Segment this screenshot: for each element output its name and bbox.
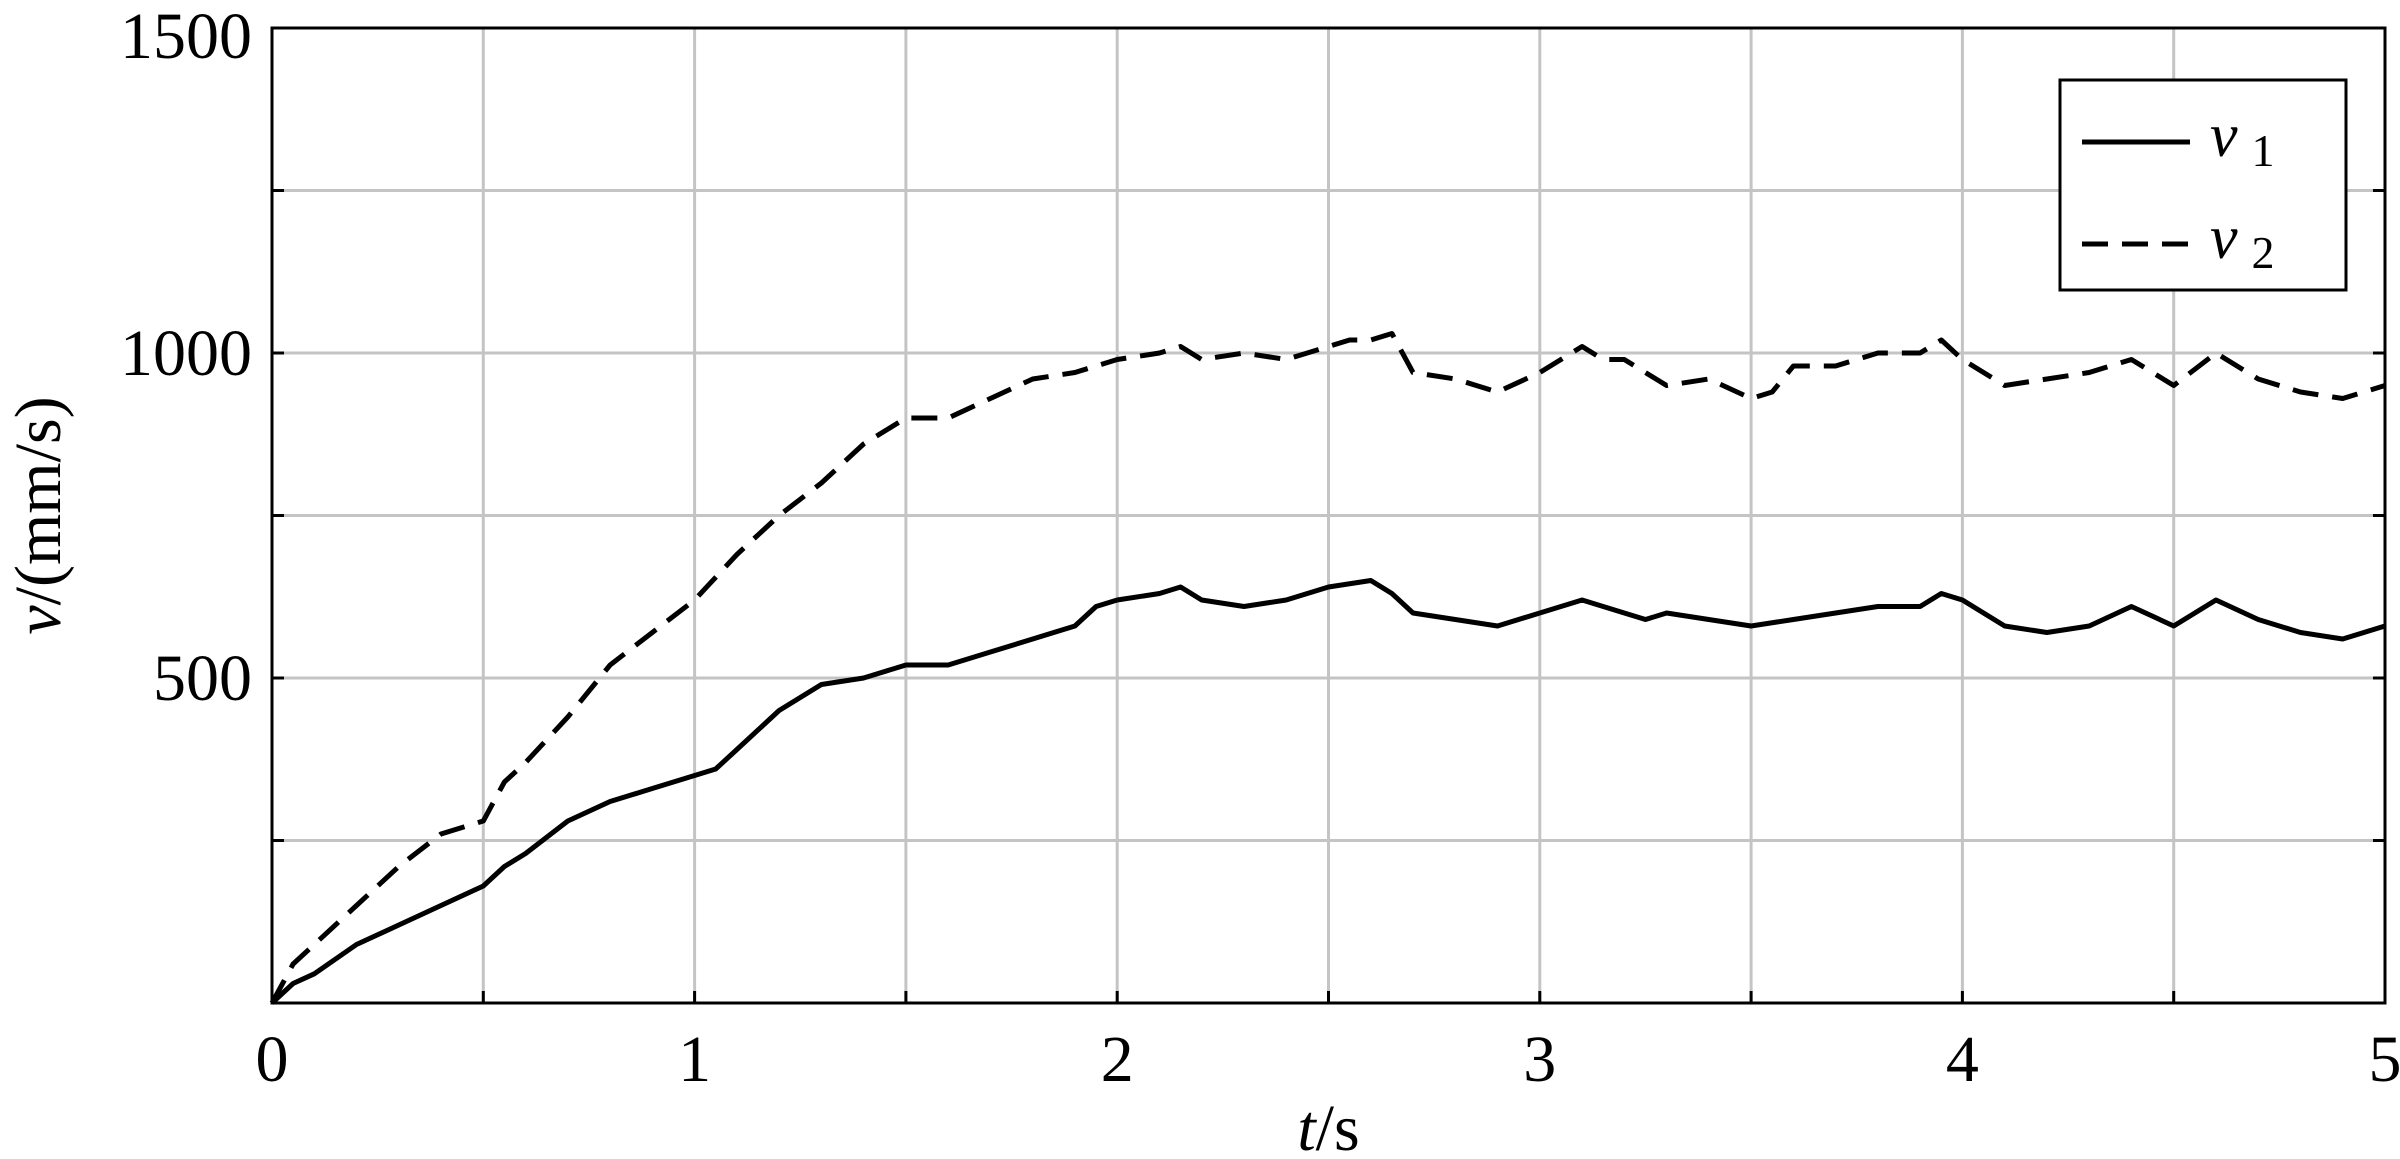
legend-label-v1-name: v [2210,102,2238,170]
grid [272,28,2385,1003]
x-tick-label: 5 [2369,1023,2400,1096]
series-line-v1 [270,578,2386,1005]
x-tick-label: 3 [1523,1023,1556,1096]
x-tick-label: 2 [1101,1023,1134,1096]
x-tick-label: 1 [678,1023,711,1096]
y-axis-label-unit: /(mm/s) [2,396,75,605]
legend-label-v2-name: v [2210,204,2238,272]
y-axis-ticks: 500 1000 1500 [120,0,2385,1005]
series-line-v2 [269,331,2386,1005]
y-tick-label: 1500 [120,0,252,73]
y-axis-label: v/(mm/s) [2,396,75,634]
x-axis-label-unit: /s [1316,1092,1360,1159]
legend-label-v2-subscript: 2 [2252,227,2275,278]
series-lines [269,331,2386,1005]
x-tick-label: 0 [256,1023,289,1096]
x-axis-label-var: t [1297,1092,1317,1159]
legend-label-v1-subscript: 1 [2252,125,2275,176]
x-axis-ticks: 0 1 2 3 4 5 [256,991,2400,1096]
x-tick-label: 4 [1946,1023,1979,1096]
y-tick-label: 500 [153,642,252,715]
y-axis-label-var: v [2,605,75,635]
x-axis-label: t/s [1297,1092,1359,1159]
legend-box [2058,78,2348,292]
y-tick-label: 1000 [120,317,252,390]
